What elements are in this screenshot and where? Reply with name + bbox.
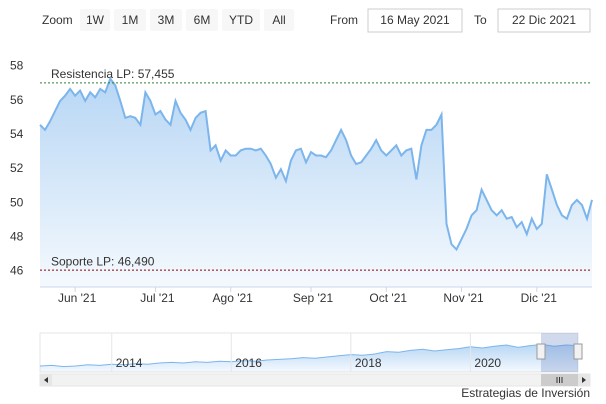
y-tick-label: 50 (10, 195, 24, 209)
range-button-label[interactable]: 6M (194, 13, 211, 27)
x-tick-label: Oct '21 (369, 291, 407, 305)
x-tick-label: Jul '21 (140, 291, 175, 305)
range-button[interactable] (186, 9, 218, 31)
zoom-label: Zoom (42, 13, 73, 27)
y-tick-label: 52 (10, 161, 24, 175)
y-tick-label: 46 (10, 264, 24, 278)
from-date[interactable]: 16 May 2021 (380, 13, 450, 27)
range-button-label[interactable]: All (272, 13, 285, 27)
navigator-selection[interactable] (541, 333, 578, 372)
to-input[interactable] (497, 8, 591, 33)
range-button[interactable] (264, 9, 294, 31)
y-tick-label: 48 (10, 229, 24, 243)
navigator-year: 2020 (474, 356, 501, 370)
from-input[interactable] (367, 8, 463, 33)
y-tick-label: 56 (10, 93, 24, 107)
plot-line-label: Soporte LP: 46,490 (51, 254, 155, 268)
range-button-label[interactable]: 1M (122, 13, 139, 27)
x-tick-label: Jun '21 (58, 291, 97, 305)
area-fill (40, 78, 592, 287)
navigator-year: 2014 (116, 356, 143, 370)
range-button-label[interactable]: YTD (229, 13, 253, 27)
to-label: To (474, 13, 487, 27)
from-label: From (330, 13, 358, 27)
x-tick-label: Dic '21 (521, 291, 558, 305)
range-button[interactable] (150, 9, 182, 31)
navigator-year: 2018 (355, 356, 382, 370)
y-tick-label: 58 (10, 59, 24, 73)
to-date[interactable]: 22 Dic 2021 (512, 13, 576, 27)
series-line (39, 76, 593, 252)
range-button[interactable] (222, 9, 260, 31)
y-tick-label: 54 (10, 127, 24, 141)
navigator-year: 2016 (235, 356, 262, 370)
navigator-handle[interactable] (536, 343, 546, 360)
plot-line-label: Resistencia LP: 57,455 (51, 67, 175, 81)
range-button[interactable] (80, 9, 110, 31)
range-button-label[interactable]: 1W (86, 13, 105, 27)
range-button-label[interactable]: 3M (158, 13, 175, 27)
x-tick-label: Nov '21 (443, 291, 484, 305)
scrollbar-track[interactable] (39, 373, 591, 387)
scrollbar-arrow (44, 377, 48, 383)
x-tick-label: Ago '21 (213, 291, 254, 305)
scrollbar-grip (556, 377, 563, 383)
navigator-handle[interactable] (573, 343, 583, 360)
credits: Estrategias de Inversión (461, 386, 590, 400)
series-line (39, 343, 579, 368)
range-button[interactable] (114, 9, 146, 31)
x-tick-label: Sep '21 (293, 291, 334, 305)
scrollbar-arrow (582, 377, 586, 383)
